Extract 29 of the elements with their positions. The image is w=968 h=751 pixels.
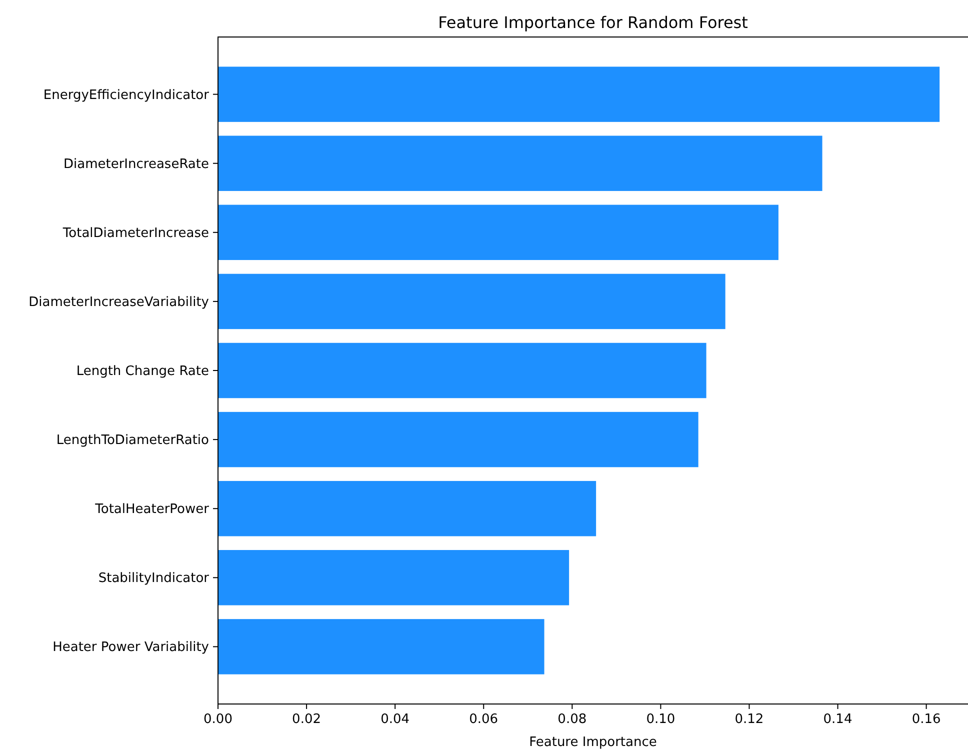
y-tick-label: TotalDiameterIncrease: [62, 226, 209, 241]
x-tick-label: 0.04: [380, 712, 410, 727]
x-tick-label: 0.00: [204, 712, 232, 727]
y-tick-label: Length Change Rate: [76, 364, 209, 380]
x-tick-label: 0.02: [292, 712, 322, 727]
x-tick-label: 0.14: [823, 712, 852, 727]
x-tick-label: 0.12: [734, 712, 764, 727]
x-tick-label: 0.08: [558, 712, 587, 727]
x-tick-label: 0.16: [912, 712, 941, 727]
bar: [218, 204, 778, 260]
bar: [218, 136, 822, 191]
y-tick-label: Heater Power Variability: [52, 640, 210, 656]
bar: [218, 412, 698, 468]
y-tick-label: StabilityIndicator: [98, 571, 210, 586]
x-tick-label: 0.10: [646, 712, 676, 727]
bar: [218, 619, 544, 674]
y-tick-label: DiameterIncreaseVariability: [28, 295, 210, 310]
bar: [218, 550, 570, 606]
chart-title: Feature Importance for Random Forest: [438, 13, 748, 32]
y-tick-label: EnergyEfficiencyIndicator: [43, 88, 210, 103]
y-tick-label: TotalHeaterPower: [94, 502, 210, 518]
x-axis-title: Feature Importance: [529, 735, 657, 750]
bar: [218, 342, 706, 398]
x-tick-label: 0.06: [469, 712, 498, 727]
y-tick-label: DiameterIncreaseRate: [63, 156, 209, 172]
bar: [218, 480, 596, 536]
y-tick-label: LengthToDiameterRatio: [56, 433, 210, 448]
bar: [218, 66, 940, 122]
bar: [218, 274, 726, 330]
